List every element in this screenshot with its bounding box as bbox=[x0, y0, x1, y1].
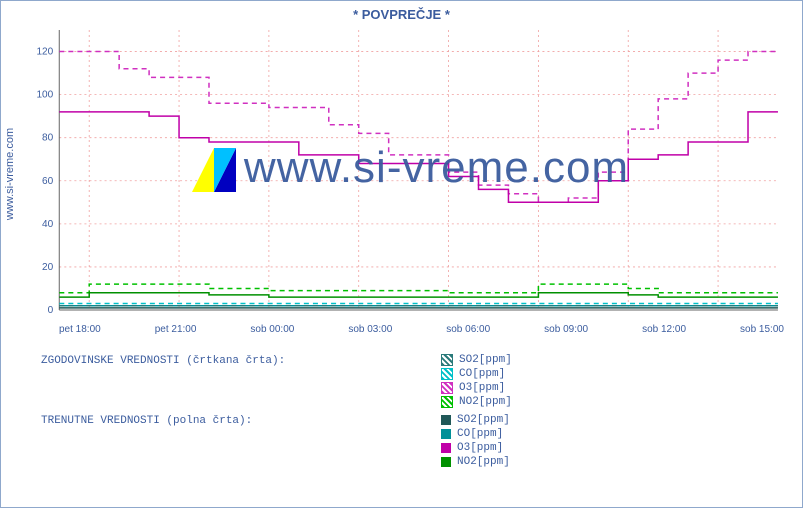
legend-row: SO2[ppm] bbox=[441, 353, 782, 367]
legend-block: ZGODOVINSKE VREDNOSTI (črtkana črta): SO… bbox=[1, 335, 802, 479]
xaxis-tick-label: pet 18:00 bbox=[59, 324, 101, 335]
chart-frame: * POVPREČJE * www.si-vreme.com 0 20 40 60 80… bbox=[0, 0, 803, 508]
legend-swatch-icon bbox=[441, 354, 453, 366]
svg-text:80: 80 bbox=[42, 133, 54, 144]
svg-text:60: 60 bbox=[42, 176, 54, 187]
legend-swatch-icon bbox=[441, 382, 453, 394]
chart-title: * POVPREČJE * bbox=[1, 1, 802, 24]
svg-text:100: 100 bbox=[36, 90, 53, 101]
legend-swatch-icon bbox=[441, 429, 451, 439]
svg-text:0: 0 bbox=[48, 305, 54, 316]
legend-label: NO2[ppm] bbox=[457, 455, 510, 469]
legend-row: CO[ppm] bbox=[441, 427, 782, 441]
legend-swatch-icon bbox=[441, 457, 451, 467]
plot-holder: 020406080100120 www.si-vreme.com bbox=[19, 24, 802, 324]
legend-historical-items: SO2[ppm]CO[ppm]O3[ppm]NO2[ppm] bbox=[441, 353, 782, 409]
svg-text:40: 40 bbox=[42, 219, 54, 230]
xaxis-tick-label: sob 12:00 bbox=[642, 324, 686, 335]
chart-svg: 0 20 40 60 80 100 120 bbox=[19, 24, 784, 324]
legend-row: CO[ppm] bbox=[441, 367, 782, 381]
legend-swatch-icon bbox=[441, 368, 453, 380]
legend-row: O3[ppm] bbox=[441, 441, 782, 455]
legend-label: SO2[ppm] bbox=[459, 353, 512, 367]
legend-label: O3[ppm] bbox=[457, 441, 503, 455]
plot-row: www.si-vreme.com 020406080100120 www.si-… bbox=[1, 24, 802, 324]
legend-row: NO2[ppm] bbox=[441, 455, 782, 469]
legend-label: CO[ppm] bbox=[457, 427, 503, 441]
legend-row: NO2[ppm] bbox=[441, 395, 782, 409]
legend-swatch-icon bbox=[441, 396, 453, 408]
legend-row: SO2[ppm] bbox=[441, 413, 782, 427]
xaxis-tick-label: sob 00:00 bbox=[250, 324, 294, 335]
legend-current-items: SO2[ppm]CO[ppm]O3[ppm]NO2[ppm] bbox=[441, 413, 782, 469]
svg-text:20: 20 bbox=[42, 262, 54, 273]
xaxis-tick-label: sob 15:00 bbox=[740, 324, 784, 335]
yaxis-caption: www.si-vreme.com bbox=[1, 24, 19, 324]
xaxis-tick-label: sob 06:00 bbox=[446, 324, 490, 335]
legend-label: NO2[ppm] bbox=[459, 395, 512, 409]
xaxis-tick-label: sob 03:00 bbox=[348, 324, 392, 335]
svg-text:120: 120 bbox=[36, 47, 53, 58]
xaxis-labels: pet 18:00 pet 21:00 sob 00:00 sob 03:00 sob … bbox=[59, 324, 784, 335]
legend-row: O3[ppm] bbox=[441, 381, 782, 395]
xaxis-tick-label: pet 21:00 bbox=[155, 324, 197, 335]
legend-swatch-icon bbox=[441, 443, 451, 453]
xaxis-tick-label: sob 09:00 bbox=[544, 324, 588, 335]
legend-label: O3[ppm] bbox=[459, 381, 505, 395]
legend-label: SO2[ppm] bbox=[457, 413, 510, 427]
legend-swatch-icon bbox=[441, 415, 451, 425]
yaxis-caption-text: www.si-vreme.com bbox=[4, 128, 16, 220]
legend-label: CO[ppm] bbox=[459, 367, 505, 381]
xaxis-row: pet 18:00 pet 21:00 sob 00:00 sob 03:00 sob … bbox=[1, 324, 802, 335]
